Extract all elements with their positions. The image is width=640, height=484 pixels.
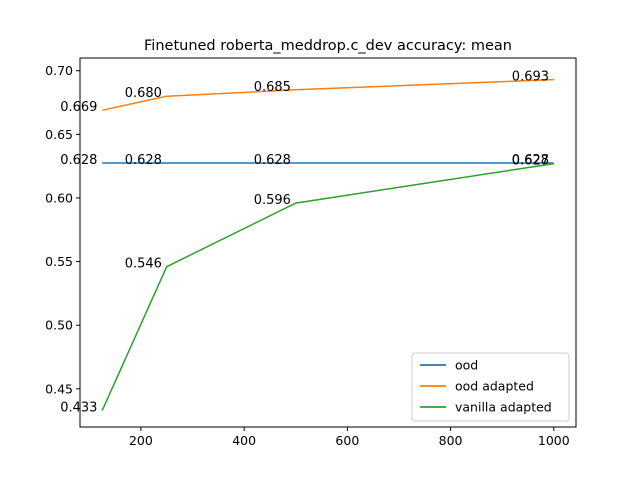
x-tick-label: 1000 bbox=[538, 433, 570, 448]
data-label: 0.680 bbox=[125, 86, 162, 101]
legend-label: ood adapted bbox=[455, 379, 534, 394]
plot-area: 0.628 0.628 0.628 0.628 0.669 0.680 0.685 0.693… bbox=[60, 70, 554, 415]
data-label: 0.693 bbox=[512, 70, 549, 85]
x-tick-label: 800 bbox=[439, 433, 463, 448]
data-label: 0.669 bbox=[60, 100, 97, 115]
data-label: 0.433 bbox=[60, 400, 97, 415]
legend-box bbox=[411, 352, 570, 422]
plot-frame bbox=[79, 57, 577, 428]
data-label: 0.596 bbox=[254, 193, 291, 208]
x-tick-label: 600 bbox=[335, 433, 359, 448]
y-tick-label: 0.50 bbox=[45, 318, 73, 333]
data-label: 0.628 bbox=[254, 153, 291, 168]
legend-label: vanilla adapted bbox=[455, 400, 552, 415]
y-tick-label: 0.55 bbox=[45, 254, 73, 269]
legend: ood ood adapted vanilla adapted bbox=[411, 352, 570, 422]
x-tick-label: 400 bbox=[232, 433, 256, 448]
y-tick-label: 0.70 bbox=[45, 63, 73, 78]
y-tick-label: 0.45 bbox=[45, 381, 73, 396]
data-label: 0.685 bbox=[254, 80, 291, 95]
data-label: 0.628 bbox=[512, 153, 549, 168]
axes: 200 400 600 800 1000 0.45 0.50 0.55 0.60 0.65 0.70 bbox=[45, 57, 577, 448]
legend-label: ood bbox=[455, 358, 478, 373]
series-line bbox=[102, 78, 554, 111]
series-line bbox=[101, 162, 554, 411]
x-tick-label: 200 bbox=[129, 433, 153, 448]
data-label: 0.628 bbox=[60, 153, 97, 168]
data-label: 0.628 bbox=[125, 153, 162, 168]
y-tick-label: 0.60 bbox=[45, 190, 73, 205]
y-tick-label: 0.65 bbox=[45, 127, 73, 142]
chart-title: Finetuned roberta_meddrop.c_dev accuracy… bbox=[144, 38, 512, 54]
data-label: 0.546 bbox=[125, 257, 162, 272]
data-label: 0.627 bbox=[512, 154, 549, 169]
